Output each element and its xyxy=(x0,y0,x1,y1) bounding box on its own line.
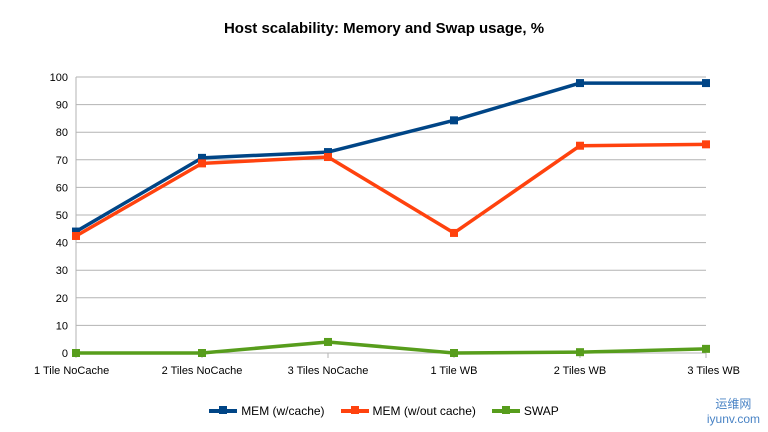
y-tick-label: 30 xyxy=(56,265,68,277)
data-point xyxy=(576,141,584,150)
x-tick-label: 1 Tile NoCache xyxy=(34,365,109,377)
data-point xyxy=(72,227,80,236)
data-point xyxy=(72,349,80,357)
y-tick-label: 70 xyxy=(56,155,68,167)
legend-swatch xyxy=(491,406,520,414)
legend-label: SWAP xyxy=(523,404,559,418)
data-point xyxy=(198,349,206,357)
data-point xyxy=(324,148,332,157)
y-tick-label: 60 xyxy=(56,182,68,194)
data-point xyxy=(450,228,458,237)
legend-item: SWAP xyxy=(491,404,559,418)
series-line-1 xyxy=(75,142,707,238)
legend-label: MEM (w/cache) xyxy=(241,404,325,418)
x-tick-label: 1 Tile WB xyxy=(430,365,477,377)
y-tick-label: 20 xyxy=(56,293,68,305)
legend-item: MEM (w/out cache) xyxy=(340,404,476,418)
series-line-2 xyxy=(76,340,707,355)
y-tick-label: 50 xyxy=(56,210,68,222)
y-tick-label: 80 xyxy=(56,127,68,139)
legend-swatch xyxy=(209,406,238,414)
legend-item: MEM (w/cache) xyxy=(209,404,325,418)
data-point xyxy=(450,116,458,125)
x-tick-label: 3 Tiles WB xyxy=(687,365,740,377)
chart-title: Host scalability: Memory and Swap usage,… xyxy=(223,20,545,37)
y-tick-label: 40 xyxy=(56,238,68,250)
data-point xyxy=(702,140,710,149)
data-point xyxy=(576,79,584,88)
data-point xyxy=(198,153,206,162)
data-point xyxy=(576,348,584,357)
y-tick-label: 90 xyxy=(56,100,68,112)
x-tick-label: 2 Tiles NoCache xyxy=(162,365,243,377)
data-point xyxy=(324,153,332,162)
y-tick-label: 10 xyxy=(56,320,68,332)
legend: MEM (w/cache) MEM (w/out cache) SWAP xyxy=(0,404,768,418)
x-tick-label: 3 Tiles NoCache xyxy=(288,365,369,377)
x-tick-label: 2 Tiles WB xyxy=(554,365,607,377)
data-point xyxy=(702,79,710,88)
data-point xyxy=(324,337,332,346)
y-tick-label: 0 xyxy=(62,348,68,360)
series-line-0 xyxy=(75,81,706,234)
legend-swatch xyxy=(340,406,369,414)
data-point xyxy=(198,159,206,168)
y-tick-label: 100 xyxy=(50,72,68,84)
data-point xyxy=(72,231,80,240)
data-point xyxy=(450,349,458,357)
data-point xyxy=(702,344,710,353)
watermark-logo: 运维网 iyunv.com xyxy=(706,397,760,426)
legend-label: MEM (w/out cache) xyxy=(372,404,476,418)
